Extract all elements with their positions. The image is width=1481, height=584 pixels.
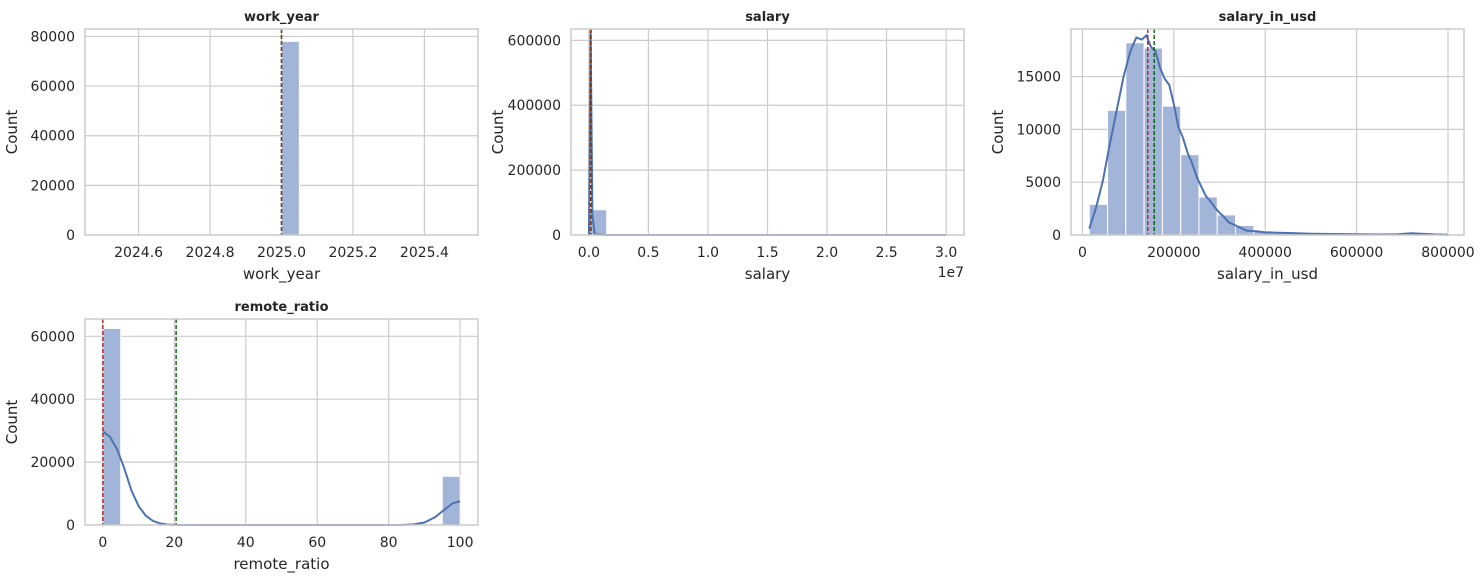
x-tick-label-5: 2.5 [875,245,897,261]
y-tick-label-0: 0 [1052,228,1061,244]
x-tick-label-3: 600000 [1330,245,1383,261]
y-axis-label: Count [989,110,1007,155]
x-tick-label-2: 1.0 [697,245,719,261]
y-tick-label-2: 400000 [508,98,561,114]
y-tick-label-1: 200000 [508,163,561,179]
x-tick-label-5: 100 [447,535,474,551]
x-tick-label-1: 2024.8 [186,245,235,261]
y-tick-label-3: 60000 [30,329,75,345]
x-axis-label: work_year [243,265,321,284]
histogram-bar-6 [1198,196,1218,236]
x-tick-label-4: 800000 [1421,245,1474,261]
x-axis-label: salary [745,265,791,283]
y-tick-label-3: 60000 [30,79,75,95]
y-tick-label-3: 15000 [1016,70,1061,86]
plot-frame [84,318,479,526]
x-tick-label-2: 400000 [1238,245,1291,261]
kde-line [1088,33,1449,236]
histogram-bar-0 [281,40,300,236]
y-tick-label-4: 80000 [30,29,75,45]
chart-title: remote_ratio [234,300,328,315]
histogram-bar-1 [1107,109,1127,236]
kde-line [102,430,461,526]
plot-frame [84,28,479,236]
x-tick-label-4: 80 [380,535,398,551]
y-axis-label: Count [489,110,507,155]
histogram-bar-1 [441,475,461,526]
x-tick-label-3: 60 [308,535,326,551]
x-tick-label-2: 2025.0 [257,245,306,261]
chart-panel-2: 0 200000 400000 600000 800000 0 5000 10000 15000… [989,10,1475,284]
x-tick-label-3: 1.5 [756,245,778,261]
histogram-bar-3 [1143,47,1163,236]
y-tick-label-1: 5000 [1025,175,1061,191]
x-tick-label-1: 20 [165,535,183,551]
axis-exponent-label: 1e7 [938,265,964,281]
y-tick-label-0: 0 [66,518,75,534]
y-tick-label-1: 20000 [30,178,75,194]
x-tick-label-0: 0 [98,535,107,551]
chart-title: work_year [244,10,320,25]
plot-frame [570,28,965,236]
y-tick-label-0: 0 [552,228,561,244]
x-tick-label-0: 0 [1078,245,1087,261]
x-tick-label-4: 2025.4 [400,245,449,261]
y-tick-label-2: 10000 [1016,122,1061,138]
chart-title: salary_in_usd [1219,10,1317,25]
chart-title: salary [745,10,790,25]
histogram-bar-2 [1125,42,1145,236]
x-tick-label-3: 2025.2 [328,245,377,261]
y-axis-label: Count [3,110,21,155]
chart-panel-3: 0 20 40 60 80 100 0 20000 40000 60000 remote_ratio… [3,300,479,574]
y-tick-label-3: 600000 [508,33,561,49]
x-tick-label-2: 40 [237,535,255,551]
x-axis-label: remote_ratio [233,555,329,574]
plot-frame [1070,28,1465,236]
y-tick-label-0: 0 [66,228,75,244]
x-tick-label-0: 2024.6 [114,245,163,261]
y-axis-label: Count [3,400,21,445]
histogram-bar-0 [102,327,122,526]
chart-panel-1: 0.0 0.5 1.0 1.5 2.0 2.5 3.0 0 200000 400000 600000… [489,10,965,283]
y-tick-label-2: 40000 [30,392,75,408]
x-tick-label-1: 0.5 [637,245,659,261]
x-tick-label-6: 3.0 [935,245,957,261]
x-tick-label-1: 200000 [1147,245,1200,261]
histogram-bar-5 [1180,154,1200,236]
x-axis-label: salary_in_usd [1217,265,1318,284]
x-tick-label-4: 2.0 [816,245,838,261]
y-tick-label-1: 20000 [30,455,75,471]
chart-panel-0: 2024.6 2024.8 2025.0 2025.2 2025.4 0 20000 4000… [3,10,479,284]
y-tick-label-2: 40000 [30,129,75,145]
x-tick-label-0: 0.0 [578,245,600,261]
